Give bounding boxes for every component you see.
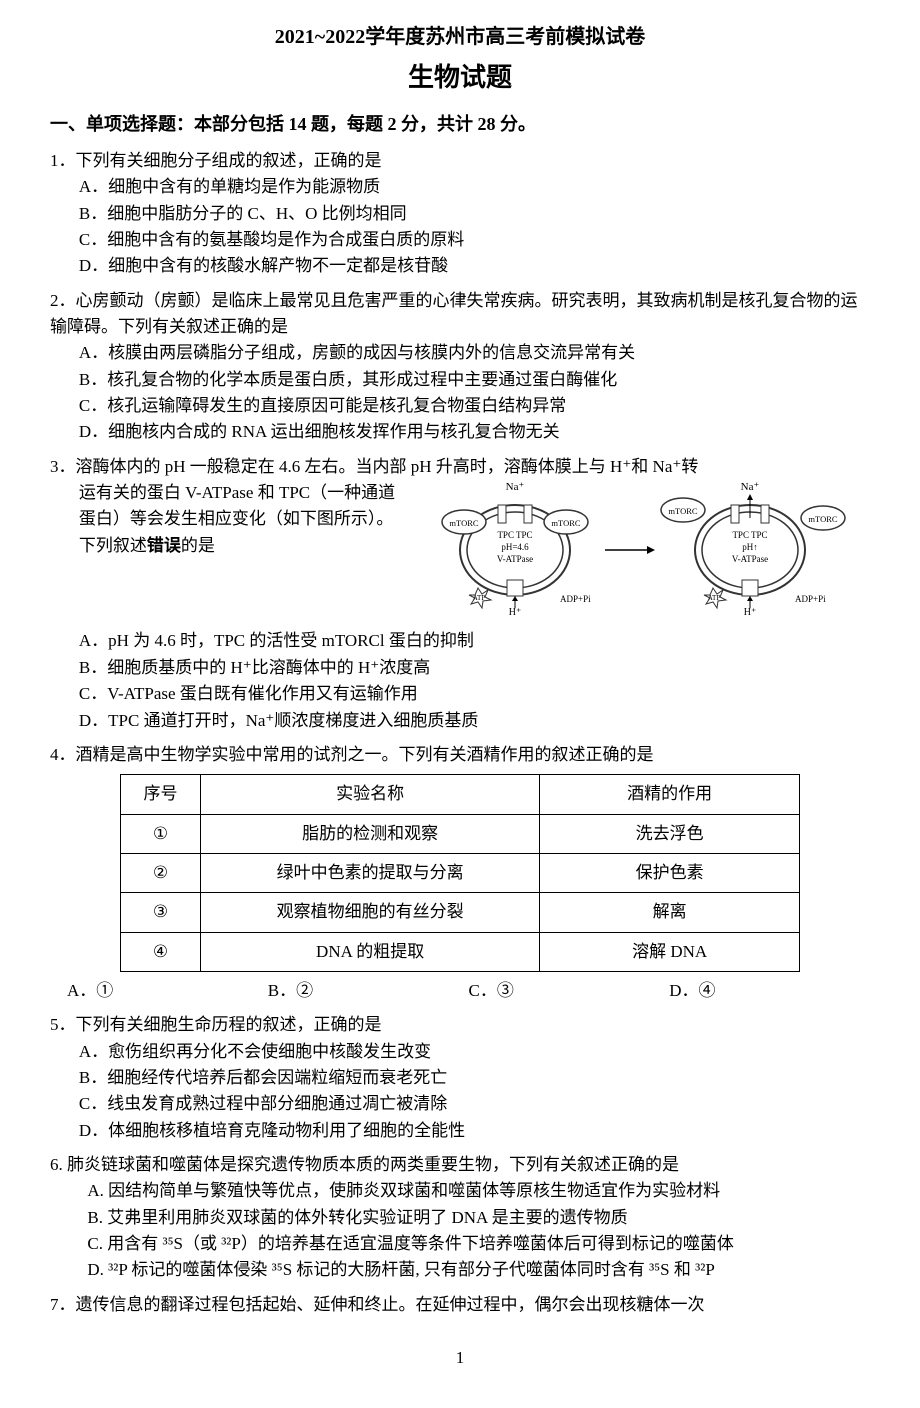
q3-stem-line2: 运有关的蛋白 V-ATPase 和 TPC（一种通道蛋白）等会发生相应变化（如下…: [79, 483, 395, 555]
q3-stem-bold: 错误: [147, 536, 181, 555]
q2-stem: 2．心房颤动（房颤）是临床上最常见且危害严重的心律失常疾病。研究表明，其致病机制…: [50, 288, 870, 341]
q5-option-a: A．愈伤组织再分化不会使细胞中核酸发生改变: [50, 1039, 870, 1065]
q2-option-b: B．核孔复合物的化学本质是蛋白质，其形成过程中主要通过蛋白酶催化: [50, 367, 870, 393]
diagram-right-mtorc-r: mTORC: [808, 514, 837, 524]
table-cell: 绿叶中色素的提取与分离: [200, 853, 539, 892]
q1-option-a: A．细胞中含有的单糖均是作为能源物质: [50, 174, 870, 200]
question-1: 1．下列有关细胞分子组成的叙述，正确的是 A．细胞中含有的单糖均是作为能源物质 …: [50, 148, 870, 280]
exam-header-line2: 生物试题: [50, 57, 870, 94]
table-cell: 保护色素: [540, 853, 800, 892]
diagram-right-h: H⁺: [744, 607, 757, 618]
table-row: ② 绿叶中色素的提取与分离 保护色素: [121, 853, 800, 892]
q7-stem: 7．遗传信息的翻译过程包括起始、延伸和终止。在延伸过程中，偶尔会出现核糖体一次: [50, 1292, 870, 1318]
q6-option-a: A. 因结构简单与繁殖快等优点，使肺炎双球菌和噬菌体等原核生物适宜作为实验材料: [50, 1178, 870, 1204]
question-6: 6. 肺炎链球菌和噬菌体是探究遗传物质本质的两类重要生物，下列有关叙述正确的是 …: [50, 1152, 870, 1284]
diagram-left-na: Na⁺: [506, 481, 525, 493]
q2-option-c: C．核孔运输障碍发生的直接原因可能是核孔复合物蛋白结构异常: [50, 393, 870, 419]
table-cell: 洗去浮色: [540, 814, 800, 853]
q2-option-d: D．细胞核内合成的 RNA 运出细胞核发挥作用与核孔复合物无关: [50, 419, 870, 445]
q3-stem-line1: 3．溶酶体内的 pH 一般稳定在 4.6 左右。当内部 pH 升高时，溶酶体膜上…: [50, 454, 870, 480]
question-7: 7．遗传信息的翻译过程包括起始、延伸和终止。在延伸过程中，偶尔会出现核糖体一次: [50, 1292, 870, 1318]
diagram-left-ph: pH=4.6: [501, 542, 529, 552]
page-number: 1: [50, 1348, 870, 1368]
q6-option-d: D. ³²P 标记的噬菌体侵染 ³⁵S 标记的大肠杆菌, 只有部分子代噬菌体同时…: [50, 1257, 870, 1283]
q3-option-b: B．细胞质基质中的 H⁺比溶酶体中的 H⁺浓度高: [50, 655, 870, 681]
table-cell: 溶解 DNA: [540, 932, 800, 971]
table-cell: ②: [121, 853, 201, 892]
table-header-cell: 实验名称: [200, 775, 539, 814]
table-cell: 解离: [540, 893, 800, 932]
q5-stem: 5．下列有关细胞生命历程的叙述，正确的是: [50, 1012, 870, 1038]
q2-option-a: A．核膜由两层磷脂分子组成，房颤的成因与核膜内外的信息交流异常有关: [50, 340, 870, 366]
table-header-cell: 酒精的作用: [540, 775, 800, 814]
q5-option-c: C．线虫发育成熟过程中部分细胞通过凋亡被清除: [50, 1091, 870, 1117]
q4-option-d: D．④: [669, 978, 870, 1004]
diagram-right-mtorc-l: mTORC: [668, 506, 697, 516]
question-5: 5．下列有关细胞生命历程的叙述，正确的是 A．愈伤组织再分化不会使细胞中核酸发生…: [50, 1012, 870, 1144]
diagram-right-na: Na⁺: [741, 481, 760, 493]
q6-stem: 6. 肺炎链球菌和噬菌体是探究遗传物质本质的两类重要生物，下列有关叙述正确的是: [50, 1152, 870, 1178]
table-cell: 观察植物细胞的有丝分裂: [200, 893, 539, 932]
q1-option-d: D．细胞中含有的核酸水解产物不一定都是核苷酸: [50, 253, 870, 279]
q3-option-c: C．V-ATPase 蛋白既有催化作用又有运输作用: [50, 681, 870, 707]
diagram-left-tpc: TPC TPC: [497, 530, 532, 540]
diagram-left-mtorc-l: mTORC: [449, 518, 478, 528]
diagram-left-lysosome: Na⁺ mTORC mTORC TPC TPC pH=4.6 V-ATPase: [442, 481, 591, 618]
q1-option-b: B．细胞中脂肪分子的 C、H、O 比例均相同: [50, 201, 870, 227]
table-cell: 脂肪的检测和观察: [200, 814, 539, 853]
table-row: ③ 观察植物细胞的有丝分裂 解离: [121, 893, 800, 932]
q4-table: 序号 实验名称 酒精的作用 ① 脂肪的检测和观察 洗去浮色 ② 绿叶中色素的提取…: [120, 774, 800, 972]
q4-option-c: C．③: [469, 978, 670, 1004]
section-1-title: 一、单项选择题：本部分包括 14 题，每题 2 分，共计 28 分。: [50, 110, 870, 136]
diagram-right-vatpase: V-ATPase: [732, 554, 768, 564]
table-row: ④ DNA 的粗提取 溶解 DNA: [121, 932, 800, 971]
q5-option-b: B．细胞经传代培养后都会因端粒缩短而衰老死亡: [50, 1065, 870, 1091]
question-3: 3．溶酶体内的 pH 一般稳定在 4.6 左右。当内部 pH 升高时，溶酶体膜上…: [50, 454, 870, 734]
q4-option-b: B．②: [268, 978, 469, 1004]
q4-option-a: A．①: [67, 978, 268, 1004]
diagram-left-adp: ADP+Pi: [560, 594, 591, 604]
table-row: ① 脂肪的检测和观察 洗去浮色: [121, 814, 800, 853]
diagram-left-mtorc-r: mTORC: [551, 518, 580, 528]
table-cell: DNA 的粗提取: [200, 932, 539, 971]
q1-stem: 1．下列有关细胞分子组成的叙述，正确的是: [50, 148, 870, 174]
table-cell: ③: [121, 893, 201, 932]
diagram-right-lysosome: Na⁺ mTORC mTORC TPC TPC pH↑ V-ATPase: [661, 481, 845, 618]
diagram-left-atp: ATP: [473, 594, 486, 602]
q4-options: A．① B．② C．③ D．④: [50, 978, 870, 1004]
q3-stem-line3: 的是: [181, 536, 215, 555]
diagram-right-atp: ATP: [708, 594, 721, 602]
diagram-left-vatpase: V-ATPase: [497, 554, 533, 564]
table-header-row: 序号 实验名称 酒精的作用: [121, 775, 800, 814]
q3-option-a: A．pH 为 4.6 时，TPC 的活性受 mTORCl 蛋白的抑制: [50, 628, 870, 654]
diagram-right-adp: ADP+Pi: [795, 594, 826, 604]
q4-stem: 4．酒精是高中生物学实验中常用的试剂之一。下列有关酒精作用的叙述正确的是: [50, 742, 870, 768]
table-cell: ①: [121, 814, 201, 853]
diagram-right-tpc: TPC TPC: [732, 530, 767, 540]
table-header-cell: 序号: [121, 775, 201, 814]
exam-header-line1: 2021~2022学年度苏州市高三考前模拟试卷: [50, 20, 870, 49]
question-4: 4．酒精是高中生物学实验中常用的试剂之一。下列有关酒精作用的叙述正确的是 序号 …: [50, 742, 870, 1004]
q6-option-c: C. 用含有 ³⁵S（或 ³²P）的培养基在适宜温度等条件下培养噬菌体后可得到标…: [50, 1231, 870, 1257]
q5-option-d: D．体细胞核移植培育克隆动物利用了细胞的全能性: [50, 1118, 870, 1144]
table-cell: ④: [121, 932, 201, 971]
question-2: 2．心房颤动（房颤）是临床上最常见且危害严重的心律失常疾病。研究表明，其致病机制…: [50, 288, 870, 446]
q1-option-c: C．细胞中含有的氨基酸均是作为合成蛋白质的原料: [50, 227, 870, 253]
diagram-right-ph: pH↑: [742, 542, 758, 552]
q6-option-b: B. 艾弗里利用肺炎双球菌的体外转化实验证明了 DNA 是主要的遗传物质: [50, 1205, 870, 1231]
q3-option-d: D．TPC 通道打开时，Na⁺顺浓度梯度进入细胞质基质: [50, 708, 870, 734]
q3-diagram: Na⁺ mTORC mTORC TPC TPC pH=4.6 V-ATPase: [420, 480, 870, 628]
diagram-left-h: H⁺: [509, 607, 522, 618]
